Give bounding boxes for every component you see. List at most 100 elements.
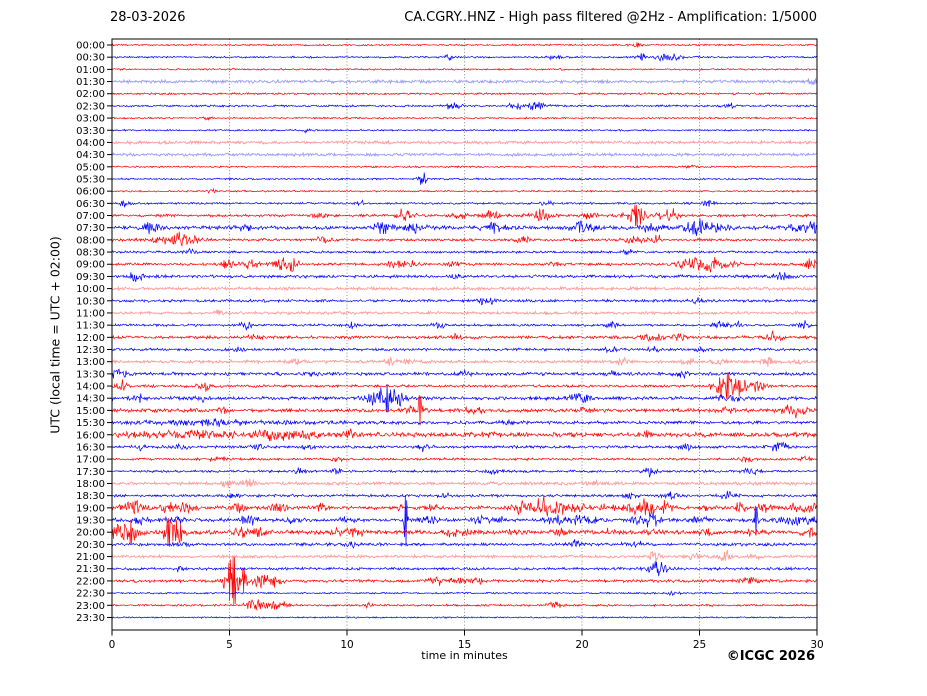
trace-row-03:00 [112,116,817,121]
trace-row-01:00 [112,67,817,71]
row-label-18:30: 18:30 [76,491,105,502]
trace-row-20:30 [112,539,817,549]
trace-row-00:00 [112,42,817,48]
trace-row-04:30 [112,151,817,158]
row-label-08:30: 08:30 [76,248,105,259]
row-label-22:30: 22:30 [76,589,105,600]
row-label-16:30: 16:30 [76,442,105,453]
trace-row-17:30 [112,466,817,478]
figure-title: CA.CGRY..HNZ - High pass filtered @2Hz -… [404,10,817,25]
trace-row-15:30 [112,417,817,428]
x-tick-label-30: 30 [810,639,823,651]
row-label-13:00: 13:00 [76,357,105,368]
trace-row-16:30 [112,441,817,453]
plot-border [111,38,818,631]
trace-row-00:30 [112,53,817,62]
trace-row-03:30 [112,128,817,134]
row-label-00:00: 00:00 [76,41,105,52]
trace-row-09:30 [112,271,817,283]
row-label-01:30: 01:30 [76,77,105,88]
x-tick-label-5: 5 [226,639,233,651]
row-label-14:00: 14:00 [76,382,105,393]
x-axis-title: time in minutes [421,649,508,662]
row-label-20:30: 20:30 [76,540,105,551]
trace-row-13:00 [112,355,817,367]
trace-row-06:00 [112,187,817,194]
trace-row-09:00 [112,256,817,273]
trace-row-06:30 [112,199,817,208]
row-label-09:30: 09:30 [76,272,105,283]
trace-row-05:30 [112,172,817,185]
row-label-12:30: 12:30 [76,345,105,356]
row-label-09:00: 09:00 [76,260,105,271]
trace-row-13:30 [112,368,817,380]
row-label-00:30: 00:30 [76,53,105,64]
x-tick-label-10: 10 [340,639,353,651]
trace-row-17:00 [112,455,817,463]
trace-row-23:30 [112,616,817,619]
row-label-10:30: 10:30 [76,296,105,307]
row-label-04:30: 04:30 [76,150,105,161]
trace-row-02:30 [112,101,817,111]
row-label-18:00: 18:00 [76,479,105,490]
row-label-08:00: 08:00 [76,235,105,246]
trace-row-08:30 [112,247,817,256]
x-tick-label-20: 20 [575,639,588,651]
x-tick-label-0: 0 [109,639,116,651]
trace-row-02:00 [112,91,817,96]
trace-row-01:30 [112,78,817,86]
trace-row-22:00 [112,556,817,606]
trace-row-20:00 [112,517,817,547]
trace-row-11:30 [112,320,817,331]
trace-row-11:00 [112,309,817,316]
row-label-06:30: 06:30 [76,199,105,210]
trace-row-19:00 [112,495,817,517]
row-label-22:00: 22:00 [76,576,105,587]
trace-row-15:00 [112,395,817,426]
row-label-17:00: 17:00 [76,455,105,466]
row-label-06:00: 06:00 [76,187,105,198]
row-label-07:30: 07:30 [76,223,105,234]
row-label-20:00: 20:00 [76,528,105,539]
x-tick-label-15: 15 [458,639,471,651]
trace-row-07:30 [112,218,817,236]
date-label: 28-03-2026 [110,10,186,25]
row-label-14:30: 14:30 [76,394,105,405]
row-label-23:00: 23:00 [76,601,105,612]
row-label-11:30: 11:30 [76,321,105,332]
copyright-label: ©ICGC 2026 [726,649,815,664]
trace-row-18:30 [112,490,817,501]
trace-row-12:30 [112,345,817,354]
row-label-01:00: 01:00 [76,65,105,76]
row-label-03:30: 03:30 [76,126,105,137]
row-label-11:00: 11:00 [76,308,105,319]
trace-row-04:00 [112,139,817,146]
row-label-21:00: 21:00 [76,552,105,563]
trace-row-12:00 [112,329,817,342]
trace-row-19:30 [112,495,817,547]
row-label-10:00: 10:00 [76,284,105,295]
trace-group [112,42,817,619]
row-label-05:30: 05:30 [76,174,105,185]
trace-row-23:00 [112,599,817,611]
trace-row-07:00 [112,204,817,227]
row-label-03:00: 03:00 [76,114,105,125]
trace-row-10:00 [112,285,817,292]
row-label-02:00: 02:00 [76,89,105,100]
row-label-15:30: 15:30 [76,418,105,429]
trace-row-21:00 [112,549,817,563]
trace-row-18:00 [112,478,817,489]
row-label-19:00: 19:00 [76,503,105,514]
trace-row-14:30 [112,384,817,413]
trace-row-08:00 [112,231,817,247]
row-label-07:00: 07:00 [76,211,105,222]
row-label-02:30: 02:30 [76,101,105,112]
trace-row-21:30 [112,561,817,577]
trace-row-10:30 [112,297,817,306]
row-label-15:00: 15:00 [76,406,105,417]
row-label-21:30: 21:30 [76,564,105,575]
row-label-13:30: 13:30 [76,369,105,380]
row-label-05:00: 05:00 [76,162,105,173]
